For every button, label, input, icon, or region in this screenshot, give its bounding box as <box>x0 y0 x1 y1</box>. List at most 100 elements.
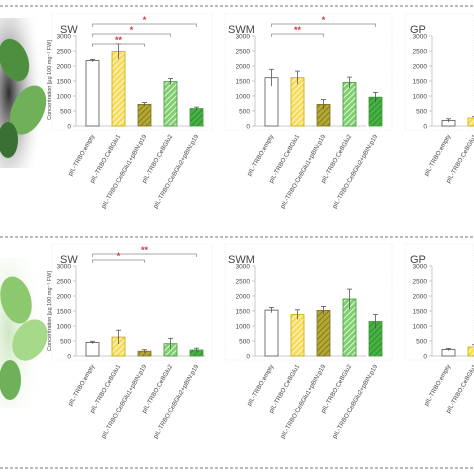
y-tick-label: 500 <box>416 339 427 346</box>
bar <box>163 81 178 127</box>
y-tick-label: 2000 <box>57 294 72 301</box>
subplot-gp-top: GP 0 500 1000 1500 2000 2500 3000 pIL-TRBO:empty… <box>404 13 474 184</box>
y-tick-label: 1500 <box>57 309 72 316</box>
y-tick-label: 2500 <box>57 49 72 56</box>
y-tick-label: 500 <box>416 109 427 116</box>
significance-bracket <box>271 33 324 37</box>
significance-label: ** <box>141 245 149 255</box>
category-label: pIL-TRBO:empty <box>246 363 276 407</box>
category-label: pIL-TRBO:CeBGlu2+pBIN:p19 <box>152 363 200 440</box>
y-tick-label: 0 <box>423 354 427 361</box>
significance-label: ** <box>294 25 302 35</box>
y-tick-label: 1000 <box>413 324 428 331</box>
subplot-title: SWM <box>228 24 255 36</box>
y-tick-label: 2000 <box>413 294 428 301</box>
bar <box>467 346 474 357</box>
category-label: pIL-TRBO:CeBGlu1+pBIN:p19 <box>279 363 327 440</box>
subplot-sw-top: SW 0 500 1000 1500 2000 2500 3000 Concentration … <box>47 13 213 210</box>
subplot-frame <box>224 13 393 131</box>
y-tick-label: 3000 <box>57 34 72 41</box>
y-tick-label: 1000 <box>413 94 428 101</box>
category-label: pIL-TRBO:empty <box>423 133 453 177</box>
significance-bracket <box>92 253 197 257</box>
y-tick-label: 1500 <box>57 79 72 86</box>
subplot-swm-bottom: SWM 0 500 1000 1500 2000 2500 3000 pIL-TRBO:empt… <box>224 243 393 440</box>
subplot-title: SW <box>60 254 78 266</box>
subplot-gp-bottom: GP 0 500 1000 1500 2000 2500 3000 pIL-TRBO:empty… <box>404 243 474 414</box>
y-axis-label: Concentration [µg 100 mg⁻¹ FW] <box>47 271 53 351</box>
category-label: pIL-TRBO:CeBGlu1+pBIN:p19 <box>100 363 148 440</box>
y-tick-label: 1500 <box>413 309 428 316</box>
y-tick-label: 500 <box>60 109 71 116</box>
significance-bracket <box>92 23 197 27</box>
significance-bracket <box>92 33 171 37</box>
significance-label: ** <box>115 35 123 45</box>
y-tick-label: 2500 <box>413 49 428 56</box>
y-tick-label: 500 <box>239 109 250 116</box>
subplot-frame <box>51 13 213 131</box>
y-tick-label: 1000 <box>236 94 251 101</box>
significance-bracket <box>92 259 145 263</box>
bar <box>290 77 305 127</box>
y-tick-label: 3000 <box>236 34 251 41</box>
y-tick-label: 2000 <box>236 294 251 301</box>
y-tick-label: 2500 <box>57 279 72 286</box>
plant-photo-bottom <box>0 258 48 408</box>
y-tick-label: 1500 <box>236 309 251 316</box>
bar <box>467 117 474 127</box>
bar <box>290 314 305 357</box>
y-tick-label: 3000 <box>413 264 428 271</box>
y-tick-label: 0 <box>423 124 427 131</box>
y-tick-label: 3000 <box>413 34 428 41</box>
category-label: pIL-TRBO:empty <box>423 363 453 407</box>
category-label: pIL-TRBO:empty <box>246 133 276 177</box>
bar <box>189 108 204 127</box>
significance-label: * <box>143 15 147 25</box>
plant-photo-top <box>0 18 47 168</box>
y-tick-label: 0 <box>246 124 250 131</box>
subplot-title: GP <box>410 254 426 266</box>
y-tick-label: 3000 <box>57 264 72 271</box>
category-label: pIL-TRBO:CeBGlu2+pBIN:p19 <box>331 363 379 440</box>
significance-label: * <box>130 25 134 35</box>
category-label: pIL-TRBO:empty <box>67 363 97 407</box>
category-label: pIL-TRBO:empty <box>67 133 97 177</box>
y-tick-label: 2500 <box>236 279 251 286</box>
y-tick-label: 0 <box>67 124 71 131</box>
y-tick-label: 1000 <box>236 324 251 331</box>
category-label: pIL-TRBO:CeBGlu1+pBIN:p19 <box>100 133 148 210</box>
significance-bracket <box>271 23 376 27</box>
subplot-frame <box>51 243 213 361</box>
y-tick-label: 1000 <box>57 94 72 101</box>
y-tick-label: 2000 <box>57 64 72 71</box>
significance-label: * <box>322 15 326 25</box>
subplot-title: GP <box>410 24 426 36</box>
y-tick-label: 2500 <box>413 279 428 286</box>
bar <box>316 309 331 357</box>
subplot-title: SW <box>60 24 78 36</box>
bar <box>264 309 279 357</box>
y-tick-label: 1000 <box>57 324 72 331</box>
y-tick-label: 0 <box>67 354 71 361</box>
y-tick-label: 3000 <box>236 264 251 271</box>
chart-panel-bottom: SW 0 500 1000 1500 2000 2500 3000 Concentration … <box>47 243 474 440</box>
chart-panel-top: SW 0 500 1000 1500 2000 2500 3000 Concentration … <box>47 13 474 210</box>
subplot-frame <box>224 243 393 361</box>
bar <box>111 51 126 127</box>
y-tick-label: 2000 <box>413 64 428 71</box>
significance-bracket <box>92 43 145 47</box>
bar <box>85 60 100 127</box>
subplot-sw-bottom: SW 0 500 1000 1500 2000 2500 3000 Concentration … <box>47 243 213 440</box>
category-label: pIL-TRBO:CeBGlu1+pBIN:p19 <box>279 133 327 210</box>
y-tick-label: 500 <box>60 339 71 346</box>
significance-label: * <box>117 251 121 261</box>
y-tick-label: 500 <box>239 339 250 346</box>
bar <box>85 342 100 357</box>
y-tick-label: 2500 <box>236 49 251 56</box>
category-label: pIL-TRBO:CeBGlu2+pBIN:p19 <box>331 133 379 210</box>
subplot-swm-top: SWM 0 500 1000 1500 2000 2500 3000 pIL-TRBO:empt… <box>224 13 393 210</box>
bar <box>342 82 357 127</box>
charts-root: SW 0 500 1000 1500 2000 2500 3000 Concentration … <box>47 13 474 440</box>
category-label: pIL-TRBO:CeBGlu2+pBIN:p19 <box>152 133 200 210</box>
